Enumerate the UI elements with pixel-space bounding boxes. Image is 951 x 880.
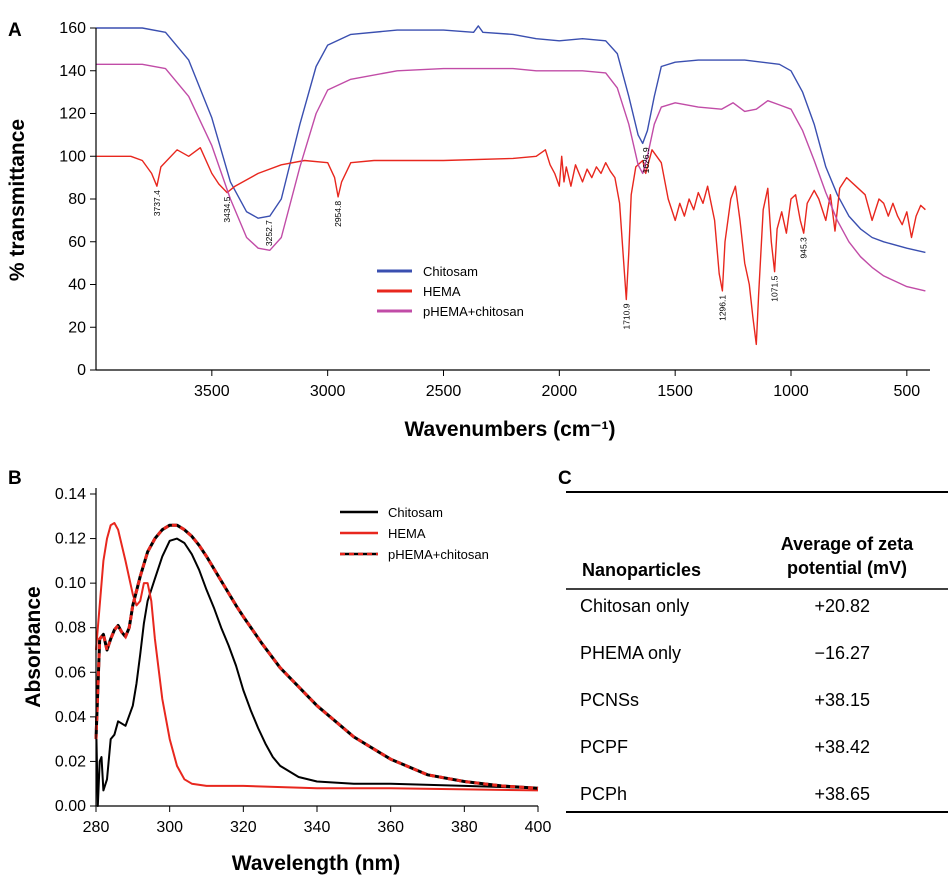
panel-a-peak-labels: 3737.4 3434.5 3252.7 2954.8 1626.9 1710.9 1296… [152,147,809,329]
table-header-nanoparticles: Nanoparticles [582,560,701,580]
y-tick-label: 160 [59,20,86,37]
y-tick-label: 80 [68,191,86,208]
peak-label: 1296.1 [717,295,727,321]
y-tick-label: 0.02 [55,753,86,770]
peak-label: 1626.9 [641,147,651,173]
series-line-phema-chitosan [96,63,926,292]
panel-a-ylabel: % transmittance [6,119,29,281]
legend-label-hema-b: HEMA [388,526,426,541]
x-tick-label: 340 [304,819,331,836]
table-row-value: −16.27 [814,643,870,663]
panel-a-legend: Chitosam HEMA pHEMA+chitosan [377,264,524,319]
panel-b-letter: B [8,468,22,489]
peak-label: 1071.5 [769,275,779,301]
y-tick-label: 0.12 [55,531,86,548]
panel-b: B Absorbance Wavelength (nm) 0.000.020.0… [8,468,551,875]
panel-b-series [94,522,539,807]
table-row-value: +38.15 [814,690,870,710]
series-line-phema-chitosan [94,523,539,790]
panel-b-ylabel: Absorbance [22,586,45,707]
x-tick-label: 280 [83,819,110,836]
legend-label-phema-chitosan-b: pHEMA+chitosan [388,547,489,562]
x-tick-label: 300 [156,819,183,836]
legend-label-hema: HEMA [423,284,461,299]
peak-label: 3434.5 [222,196,232,222]
y-tick-label: 100 [59,148,86,165]
x-tick-label: 2500 [426,383,462,400]
table-row-name: PCNSs [580,690,639,710]
x-tick-label: 380 [451,819,478,836]
y-tick-label: 0.04 [55,709,86,726]
y-tick-label: 0.10 [55,575,86,592]
table-row-value: +38.65 [814,784,870,804]
y-tick-label: 140 [59,63,86,80]
x-tick-label: 1500 [657,383,693,400]
panel-b-xlabel: Wavelength (nm) [232,852,400,875]
x-tick-label: 3500 [194,383,230,400]
table-row-name: PCPF [580,737,628,757]
y-tick-label: 0.06 [55,664,86,681]
y-tick-label: 120 [59,106,86,123]
peak-label: 3737.4 [152,190,162,216]
table-row-value: +38.42 [814,737,870,757]
x-tick-label: 500 [893,383,920,400]
panel-b-legend: Chitosam HEMA pHEMA+chitosan [340,505,489,562]
panel-c-table: C Nanoparticles Average of zeta potentia… [558,468,948,813]
panel-b-ticks: 0.00 0.02 0.04 0.06 0.08 0.10 0.12 0.14 280 300 32… [55,486,552,836]
peak-label: 2954.8 [333,201,343,227]
peak-label: 1710.9 [621,303,631,329]
panel-a: A % transmittance Wavenumbers (cm⁻¹) 0 20… [6,20,930,441]
x-tick-label: 320 [230,819,257,836]
y-tick-label: 60 [68,234,86,251]
series-dash-phema-chitosan [94,523,539,790]
y-tick-label: 20 [68,319,86,336]
series-line-chitosam [95,537,539,807]
series-line-hema [95,522,539,792]
legend-label-phema-chitosan: pHEMA+chitosan [423,304,524,319]
peak-label: 3252.7 [264,220,274,246]
legend-label-chitosam: Chitosam [423,264,478,279]
series-line-hema [96,147,926,346]
peak-label: 945.3 [799,237,809,259]
table-row-value: +20.82 [814,596,870,616]
series-line-chitosam [96,25,926,254]
x-tick-label: 3000 [310,383,346,400]
x-tick-label: 360 [377,819,404,836]
y-tick-label: 0.14 [55,486,86,503]
panel-a-series [96,25,926,346]
y-tick-label: 0.08 [55,620,86,637]
y-tick-label: 40 [68,277,86,294]
table-row-name: PCPh [580,784,627,804]
table-row-name: Chitosan only [580,596,689,616]
legend-label-chitosam-b: Chitosam [388,505,443,520]
y-tick-label: 0.00 [55,798,86,815]
panel-a-ticks: 0 20 40 60 80 100 120 140 160 3500 3000 2500 2000 150… [59,20,920,400]
table-header-zeta-line1: Average of zeta [781,534,914,554]
x-tick-label: 2000 [542,383,578,400]
panel-a-xlabel: Wavenumbers (cm⁻¹) [404,418,615,441]
panel-c-letter: C [558,468,572,489]
x-tick-label: 1000 [773,383,809,400]
table-row-name: PHEMA only [580,643,681,663]
table-header-zeta-line2: potential (mV) [787,558,907,578]
panel-a-letter: A [8,20,22,41]
x-tick-label: 400 [525,819,552,836]
y-tick-label: 0 [77,362,86,379]
